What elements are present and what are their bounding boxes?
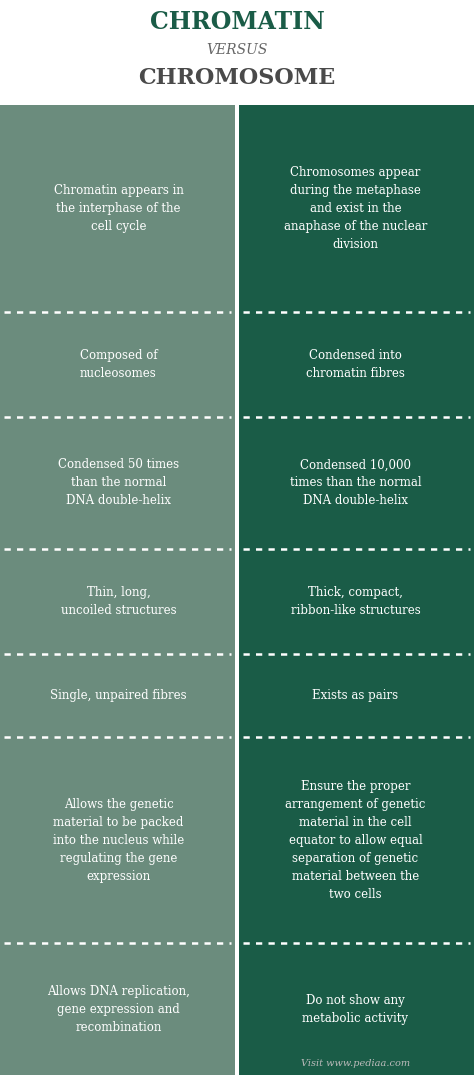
Text: Condensed 10,000
times than the normal
DNA double-helix: Condensed 10,000 times than the normal D… [290,458,421,507]
Text: Chromatin appears in
the interphase of the
cell cycle: Chromatin appears in the interphase of t… [54,184,183,233]
Bar [0,417,235,548]
Text: Condensed 50 times
than the normal
DNA double-helix: Condensed 50 times than the normal DNA d… [58,458,179,507]
Bar [239,312,474,417]
Bar [239,654,474,736]
Text: Thin, long,
uncoiled structures: Thin, long, uncoiled structures [61,586,176,617]
Text: VERSUS: VERSUS [206,43,268,57]
Bar [239,548,474,654]
Bar [0,548,235,654]
Bar [0,312,235,417]
Bar [239,736,474,944]
Text: Single, unpaired fibres: Single, unpaired fibres [50,689,187,702]
Text: Visit www.pediaa.com: Visit www.pediaa.com [301,1059,410,1067]
Bar [0,654,235,736]
Text: Condensed into
chromatin fibres: Condensed into chromatin fibres [306,349,405,379]
Text: Do not show any
metabolic activity: Do not show any metabolic activity [302,993,409,1024]
Bar [239,944,474,1075]
Text: Allows DNA replication,
gene expression and
recombination: Allows DNA replication, gene expression … [47,985,190,1034]
Text: Ensure the proper
arrangement of genetic
material in the cell
equator to allow e: Ensure the proper arrangement of genetic… [285,779,426,901]
Bar [0,736,235,944]
Text: CHROMATIN: CHROMATIN [150,10,324,34]
Text: Allows the genetic
material to be packed
into the nucleus while
regulating the g: Allows the genetic material to be packed… [53,798,184,883]
Bar [0,105,235,312]
Text: Chromosomes appear
during the metaphase
and exist in the
anaphase of the nuclear: Chromosomes appear during the metaphase … [284,166,427,250]
Text: Exists as pairs: Exists as pairs [312,689,399,702]
Bar [0,944,235,1075]
Text: Composed of
nucleosomes: Composed of nucleosomes [80,349,157,379]
Text: Thick, compact,
ribbon-like structures: Thick, compact, ribbon-like structures [291,586,420,617]
Bar [239,105,474,312]
Bar [239,417,474,548]
Text: CHROMOSOME: CHROMOSOME [138,67,336,89]
